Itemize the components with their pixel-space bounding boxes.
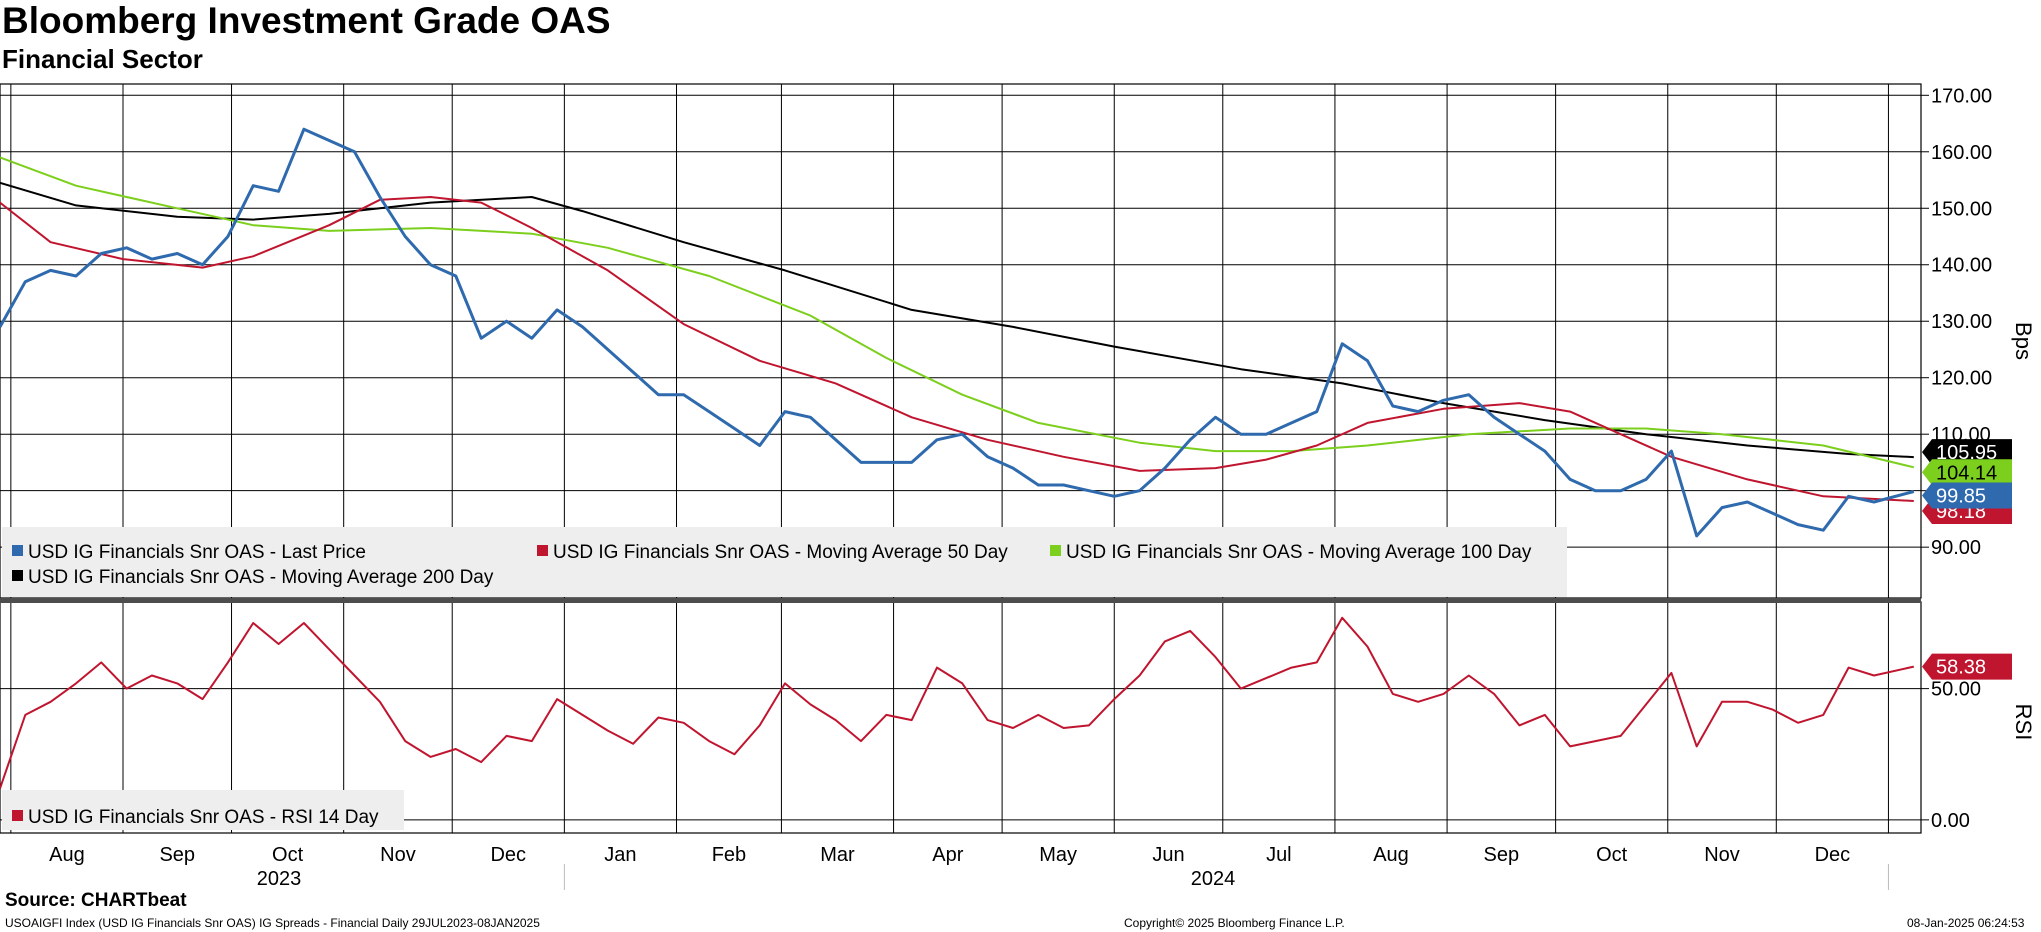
x-month-label: Feb (712, 844, 746, 866)
panel-divider (0, 598, 1921, 603)
series-last-price (0, 127, 1915, 538)
rsi-y-tick-label: 0.00 (1931, 810, 1970, 832)
x-month-label: Nov (1704, 844, 1740, 866)
legend-ma-100-swatch (1050, 545, 1061, 556)
x-month-label: May (1039, 844, 1077, 866)
price-y-tick-label: 170.00 (1931, 85, 1992, 107)
x-month-label: Mar (820, 844, 855, 866)
x-month-label: Jun (1152, 844, 1184, 866)
x-year-label: 2023 (257, 868, 302, 890)
last-value-tag-rsi-text: 58.38 (1936, 657, 1986, 679)
price-panel-frame (0, 83, 1922, 599)
x-month-label: Dec (1815, 844, 1851, 866)
x-month-label: Nov (380, 844, 416, 866)
series-ma-100 (0, 156, 1915, 469)
legend-last-price-text: USD IG Financials Snr OAS - Last Price (28, 542, 366, 563)
legend-rsi-swatch (12, 810, 23, 821)
series-ma-50 (0, 196, 1914, 502)
rsi-legend-background (2, 790, 404, 830)
source-label: Source: CHARTbeat (5, 890, 187, 911)
legend-last-price-swatch (12, 545, 23, 556)
price-y-axis-label: Bps (2011, 322, 2036, 360)
legend-ma-200-swatch (12, 570, 23, 581)
footer-index-description: USOAIGFI Index (USD IG Financials Snr OA… (5, 916, 540, 930)
x-month-label: Apr (932, 844, 963, 866)
footer-timestamp: 08-Jan-2025 06:24:53 (1907, 916, 2025, 930)
x-month-label: Aug (49, 844, 85, 866)
price-y-tick-label: 160.00 (1931, 142, 1992, 164)
last-value-tag-ma-100-box (1922, 459, 2012, 486)
legend-ma-50-swatch (537, 545, 548, 556)
x-month-label: Sep (1484, 844, 1520, 866)
price-y-tick-label: 140.00 (1931, 255, 1992, 277)
x-month-label: Sep (159, 844, 195, 866)
series-rsi-14 (0, 616, 1915, 789)
price-y-tick-label: 90.00 (1931, 537, 1981, 559)
x-month-label: Jul (1266, 844, 1292, 866)
chart-title: Bloomberg Investment Grade OAS (2, 0, 611, 41)
x-month-label: Oct (272, 844, 304, 866)
legend-rsi-text: USD IG Financials Snr OAS - RSI 14 Day (28, 807, 379, 828)
x-month-label: Jan (604, 844, 636, 866)
x-year-label: 2024 (1191, 868, 1236, 890)
footer-copyright: Copyright© 2025 Bloomberg Finance L.P. (1124, 916, 1345, 930)
x-month-label: Aug (1373, 844, 1409, 866)
rsi-y-tick-label: 50.00 (1931, 679, 1981, 701)
last-value-tag-ma-100-text: 104.14 (1936, 462, 1997, 484)
rsi-y-axis-label: RSI (2011, 704, 2036, 741)
last-value-tag-ma-200-text: 105.95 (1936, 442, 1997, 464)
legend-ma-200-text: USD IG Financials Snr OAS - Moving Avera… (28, 567, 494, 588)
legend-ma-100-text: USD IG Financials Snr OAS - Moving Avera… (1066, 542, 1532, 563)
x-month-label: Oct (1596, 844, 1628, 866)
last-value-tag-last-price-text: 99.85 (1936, 486, 1986, 508)
price-y-tick-label: 120.00 (1931, 368, 1992, 390)
price-y-tick-label: 130.00 (1931, 311, 1992, 333)
x-month-label: Dec (490, 844, 526, 866)
last-value-tag-ma-200-box (1922, 439, 2012, 466)
chart-subtitle: Financial Sector (2, 44, 203, 74)
price-legend-background (2, 527, 1567, 597)
last-value-tag-rsi-box (1922, 653, 2012, 680)
last-value-tag-last-price-box (1922, 482, 2012, 509)
price-y-tick-label: 150.00 (1931, 198, 1992, 220)
legend-ma-50-text: USD IG Financials Snr OAS - Moving Avera… (553, 542, 1008, 563)
